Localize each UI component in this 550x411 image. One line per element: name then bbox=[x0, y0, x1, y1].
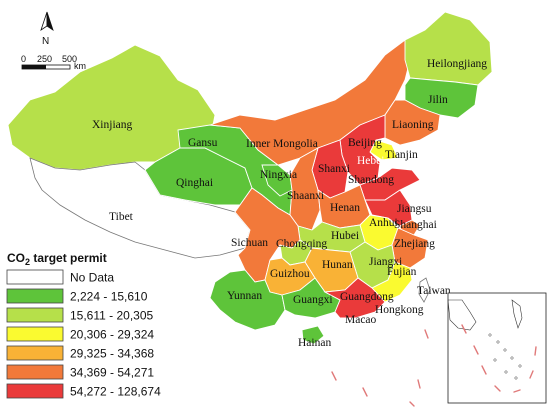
label-gansu: Gansu bbox=[188, 137, 218, 149]
label-fujian: Fujian bbox=[387, 266, 417, 278]
label-shanxi: Shanxi bbox=[318, 163, 350, 175]
label-zhejiang: Zhejiang bbox=[394, 238, 435, 250]
province-sichuan bbox=[234, 187, 301, 283]
label-hunan: Hunan bbox=[322, 259, 353, 271]
province-heilongjiang bbox=[404, 11, 493, 86]
province-guangdong bbox=[323, 277, 386, 319]
label-hubei: Hubei bbox=[331, 230, 359, 242]
legend-swatch bbox=[6, 288, 64, 304]
province-layer bbox=[7, 11, 493, 345]
label-inner-mongolia: Inner Mongolia bbox=[246, 138, 318, 150]
label-taiwan: Taiwan bbox=[417, 285, 451, 297]
south-china-sea-inset bbox=[447, 292, 547, 404]
label-hainan: Hainan bbox=[298, 337, 331, 349]
label-hebei: Hebei bbox=[357, 155, 384, 167]
label-macao: Macao bbox=[345, 314, 377, 326]
label-chongqing: Chongqing bbox=[276, 238, 327, 250]
north-arrow-label: N bbox=[42, 36, 49, 47]
legend: CO2 target permit No Data 2,224 - 15,610 1… bbox=[6, 251, 161, 399]
label-henan: Henan bbox=[330, 202, 360, 214]
legend-swatch bbox=[6, 307, 64, 323]
label-xinjiang: Xinjiang bbox=[92, 119, 132, 131]
inset-frame bbox=[447, 292, 547, 404]
label-yunnan: Yunnan bbox=[227, 290, 262, 302]
scale-tick-0: 0 bbox=[21, 54, 26, 64]
label-shandong: Shandong bbox=[348, 174, 394, 186]
label-beijing: Beijing bbox=[348, 137, 382, 149]
label-guangxi: Guangxi bbox=[293, 294, 333, 306]
province-taiwan bbox=[418, 277, 431, 303]
label-heilongjiang: Heilongjiang bbox=[427, 58, 487, 70]
legend-label: 54,272 - 128,674 bbox=[70, 385, 161, 399]
province-jilin bbox=[404, 77, 479, 119]
label-shaanxi: Shaanxi bbox=[287, 190, 324, 202]
label-qinghai: Qinghai bbox=[176, 177, 213, 189]
legend-label: 20,306 - 29,324 bbox=[70, 328, 154, 342]
inset-dashed-boundary bbox=[461, 324, 537, 393]
label-ningxia: Ningxia bbox=[260, 169, 297, 181]
province-fujian bbox=[371, 261, 413, 303]
label-hongkong: Hongkong bbox=[375, 304, 424, 316]
province-labels: Xinjiang Tibet Qinghai Gansu Inner Mongo… bbox=[92, 58, 487, 349]
label-jiangxi: Jiangxi bbox=[369, 256, 402, 268]
main-map-dashed-boundary bbox=[331, 329, 429, 407]
label-liaoning: Liaoning bbox=[392, 119, 434, 131]
legend-swatch bbox=[6, 269, 64, 285]
province-yunnan bbox=[209, 269, 286, 331]
legend-title: CO2 target permit bbox=[7, 251, 107, 267]
legend-items: No Data 2,224 - 15,610 15,611 - 20,305 20,3… bbox=[6, 269, 161, 399]
label-shanghai: Shanghai bbox=[394, 219, 437, 231]
label-guizhou: Guizhou bbox=[270, 268, 310, 280]
label-jiangsu: Jiangsu bbox=[397, 203, 432, 215]
legend-label: 15,611 - 20,305 bbox=[70, 309, 154, 323]
scale-tick-500: 500 bbox=[62, 54, 77, 64]
north-arrow-right-half bbox=[46, 11, 54, 31]
label-tibet: Tibet bbox=[109, 211, 134, 223]
scale-bar-segment bbox=[22, 65, 46, 69]
legend-swatch bbox=[6, 364, 64, 380]
scale-unit: km bbox=[74, 61, 86, 71]
province-hainan bbox=[301, 325, 325, 345]
legend-label: 2,224 - 15,610 bbox=[70, 290, 148, 304]
inset-island bbox=[511, 299, 523, 329]
legend-label: 29,325 - 34,368 bbox=[70, 347, 154, 361]
inset-coastline bbox=[447, 299, 477, 331]
scale-bar: 0 250 500 km bbox=[21, 54, 86, 71]
north-arrow-icon: N bbox=[40, 11, 54, 47]
legend-label: 34,369 - 54,271 bbox=[70, 366, 154, 380]
label-sichuan: Sichuan bbox=[231, 237, 268, 249]
label-guangdong: Guangdong bbox=[340, 291, 394, 303]
label-anhui: Anhui bbox=[369, 217, 398, 229]
province-inner-mongolia bbox=[209, 39, 411, 166]
province-liaoning bbox=[384, 99, 441, 146]
legend-label: No Data bbox=[70, 271, 114, 285]
legend-swatch bbox=[6, 383, 64, 399]
legend-swatch bbox=[6, 345, 64, 361]
inset-islands bbox=[488, 333, 522, 380]
scale-tick-250: 250 bbox=[37, 54, 52, 64]
label-tianjin: Tianjin bbox=[385, 149, 418, 161]
label-jilin: Jilin bbox=[428, 94, 448, 106]
legend-swatch bbox=[6, 326, 64, 342]
